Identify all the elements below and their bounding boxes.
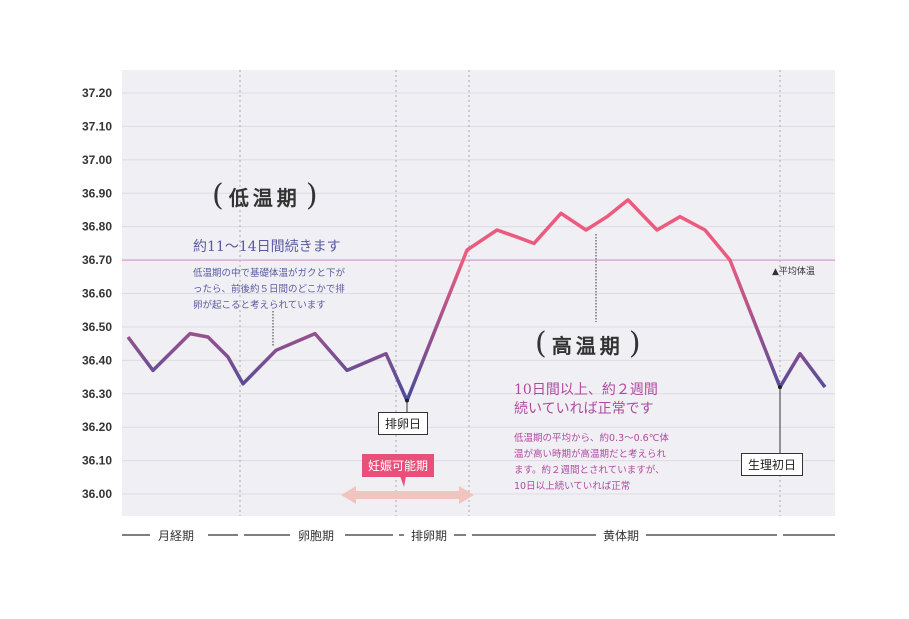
temperature-point [314,332,316,334]
temperature-point [627,199,629,201]
low-title: ( 低温期 ) [212,178,318,213]
ovulation-dot [405,398,409,403]
temperature-point [466,249,468,251]
temperature-point [152,369,154,371]
temperature-point [189,332,191,334]
temperature-point [656,229,658,231]
temperature-point [227,356,229,358]
fertile-window-arrow [341,486,474,504]
high-text: 低温期の平均から、約0.3〜0.6℃体 温が高い時期が高温期だと考えられ ます。… [514,433,669,492]
temperature-point [729,259,731,261]
temperature-point [799,352,801,354]
y-tick-label: 36.30 [82,387,112,401]
y-tick-label: 36.60 [82,287,112,301]
temperature-point [533,242,535,244]
y-tick-label: 36.40 [82,353,112,367]
temperature-point [127,336,129,338]
high-title: ( 高温期 ) [535,326,641,361]
fertile-label-pointer [400,476,406,487]
temperature-line [126,198,827,403]
y-tick-label: 36.80 [82,220,112,234]
phase-luteal: 黄体期 [600,527,643,544]
y-tick-label: 36.70 [82,253,112,267]
phase-ovulation: 排卵期 [408,527,451,544]
temperature-point [515,236,517,238]
high-subtitle: 10日間以上、約２週間 続いていれば正常です [514,382,658,417]
y-tick-label: 36.10 [82,454,112,468]
phase-follicular: 卵胞期 [295,527,338,544]
temperature-point [242,383,244,385]
temperature-point [704,229,706,231]
period-dot [778,385,782,390]
temperature-point [496,229,498,231]
y-tick-label: 36.90 [82,186,112,200]
y-tick-label: 37.10 [82,119,112,133]
temperature-point [679,215,681,217]
temperature-point [824,386,826,388]
y-tick-label: 36.50 [82,320,112,334]
y-tick-label: 36.00 [82,487,112,501]
temperature-point [585,229,587,231]
temperature-point [275,349,277,351]
y-tick-label: 37.00 [82,153,112,167]
low-text: 低温期の中で基礎体温がガクと下が ったら、前後約５日間のどこかで排 卵が起こると… [193,268,346,311]
temperature-point [207,336,209,338]
y-tick-label: 36.20 [82,420,112,434]
temperature-point [560,212,562,214]
temperature-point [346,369,348,371]
average-temp-label: ▲平均体温 [772,267,815,277]
temperature-point [385,352,387,354]
fertile-window-label: 妊娠可能期 [362,454,435,477]
phase-menstrual: 月経期 [155,527,198,544]
plot-area [122,70,835,516]
y-tick-label: 37.20 [82,86,112,100]
ovulation-day-label: 排卵日 [378,412,429,435]
temperature-point [606,215,608,217]
period-start-label: 生理初日 [741,453,804,476]
low-subtitle: 約11〜14日間続きます [193,239,341,255]
